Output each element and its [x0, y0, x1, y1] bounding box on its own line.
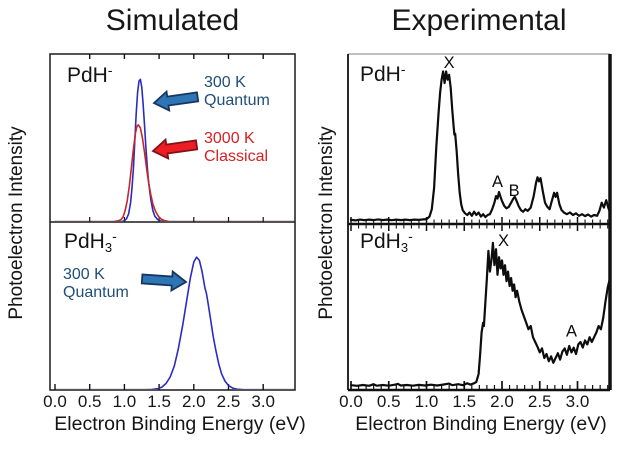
species-label-exp-pdh3: PdH3- — [360, 228, 413, 255]
annotation-line: 3000 K — [204, 130, 255, 147]
annotation-line: Quantum — [204, 92, 270, 109]
annotation-line: 300 K — [204, 74, 246, 91]
simulated-title: Simulated — [105, 4, 240, 37]
x-tick-label: 2.0 — [181, 392, 206, 411]
peak-label-B: B — [509, 182, 520, 200]
peak-label-X: X — [498, 232, 509, 250]
annotation-line: Quantum — [63, 284, 129, 301]
experimental-title: Experimental — [391, 4, 567, 37]
peak-label-A: A — [566, 322, 577, 340]
species-label-sim-pdh: PdH- — [67, 62, 113, 87]
peak-label-A: A — [492, 173, 503, 191]
x-axis-title-left: Electron Binding Energy (eV) — [54, 413, 306, 435]
x-tick-label: 0.5 — [77, 392, 102, 411]
x-axis-title-right: Electron Binding Energy (eV) — [355, 413, 607, 435]
annotation-300k-quantum-bottom: 300 K Quantum — [63, 266, 129, 302]
x-tick-label: 3.0 — [251, 392, 276, 411]
spectrum-curve — [54, 256, 294, 389]
peak-label-X: X — [444, 54, 455, 72]
x-tick-label: 0.0 — [43, 392, 67, 411]
x-tick-label: 1.0 — [112, 392, 137, 411]
x-tick-label: 3.0 — [565, 392, 590, 411]
spectrum-curve — [349, 241, 609, 387]
x-tick-label: 1.5 — [147, 392, 171, 411]
x-tick-label: 1.0 — [414, 392, 439, 411]
annotation-line: 300 K — [63, 266, 105, 283]
x-tick-label: 1.5 — [452, 392, 477, 411]
experimental_pdh3-curves — [349, 241, 609, 387]
x-tick-label: 0.0 — [339, 392, 363, 411]
simulated_pdh3-curves — [54, 256, 294, 389]
x-tick-label: 0.5 — [376, 392, 401, 411]
x-tick-label: 2.5 — [527, 392, 552, 411]
x-tick-label: 2.5 — [216, 392, 241, 411]
annotation-line: Classical — [204, 148, 269, 165]
experimental_pdh-curves — [349, 70, 609, 222]
spectrum-curve — [54, 78, 294, 221]
x-tick-label: 2.0 — [490, 392, 514, 411]
annotation-300k-quantum-top: 300 K Quantum — [204, 74, 270, 110]
spectrum-curve — [349, 70, 609, 222]
species-label-exp-pdh: PdH- — [360, 61, 406, 86]
spectrum-curve — [54, 124, 294, 221]
annotation-3000k-classical: 3000 K Classical — [204, 130, 268, 166]
species-label-sim-pdh3: PdH3- — [64, 228, 117, 255]
simulated_pdh-curves — [54, 78, 294, 221]
